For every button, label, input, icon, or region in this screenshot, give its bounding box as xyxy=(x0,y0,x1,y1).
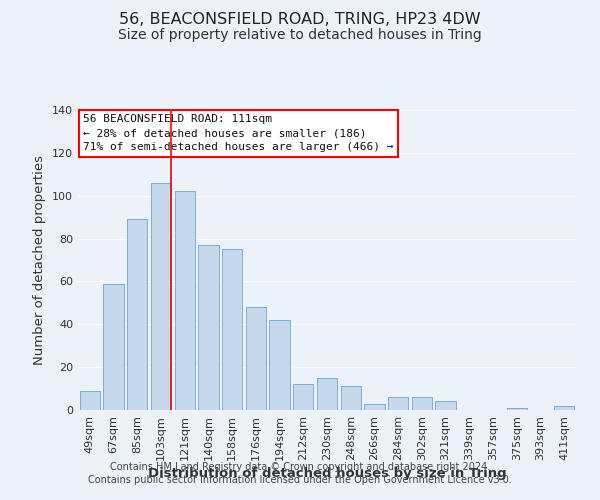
Bar xyxy=(80,390,100,410)
Bar xyxy=(151,183,171,410)
Bar xyxy=(127,220,148,410)
Bar xyxy=(554,406,574,410)
Bar xyxy=(246,307,266,410)
Bar xyxy=(222,250,242,410)
Bar xyxy=(199,245,218,410)
Bar xyxy=(436,402,455,410)
Text: Size of property relative to detached houses in Tring: Size of property relative to detached ho… xyxy=(118,28,482,42)
Text: 56 BEACONSFIELD ROAD: 111sqm
← 28% of detached houses are smaller (186)
71% of s: 56 BEACONSFIELD ROAD: 111sqm ← 28% of de… xyxy=(83,114,394,152)
Y-axis label: Number of detached properties: Number of detached properties xyxy=(34,155,46,365)
Text: 56, BEACONSFIELD ROAD, TRING, HP23 4DW: 56, BEACONSFIELD ROAD, TRING, HP23 4DW xyxy=(119,12,481,28)
Bar xyxy=(317,378,337,410)
Bar xyxy=(269,320,290,410)
Bar xyxy=(412,397,432,410)
Bar xyxy=(175,192,195,410)
Bar xyxy=(388,397,408,410)
Bar xyxy=(103,284,124,410)
Bar xyxy=(293,384,313,410)
Text: Contains public sector information licensed under the Open Government Licence v3: Contains public sector information licen… xyxy=(88,475,512,485)
X-axis label: Distribution of detached houses by size in Tring: Distribution of detached houses by size … xyxy=(148,467,506,480)
Text: Contains HM Land Registry data © Crown copyright and database right 2024.: Contains HM Land Registry data © Crown c… xyxy=(110,462,490,472)
Bar xyxy=(506,408,527,410)
Bar xyxy=(341,386,361,410)
Bar xyxy=(364,404,385,410)
